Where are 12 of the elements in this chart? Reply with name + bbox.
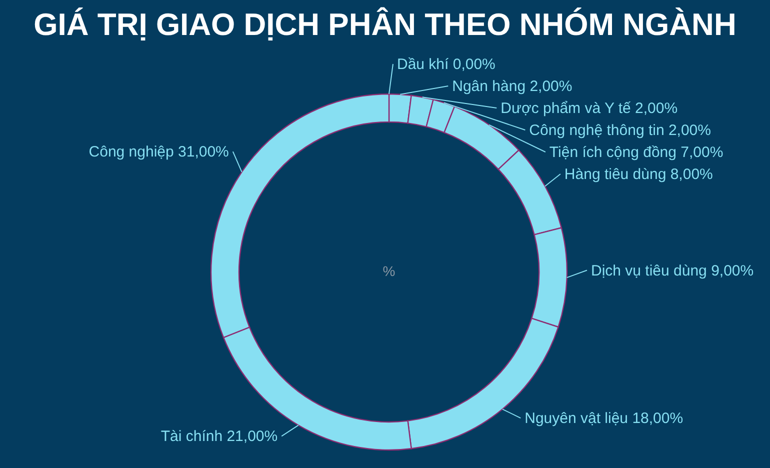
category-label: Dầu khí 0,00% [397,56,496,73]
slice-label: Công nghiệp 31,00% [88,144,229,161]
text: % [382,263,396,279]
slice-label: Dịch vụ tiêu dùng 9,00% [590,262,754,280]
chart-title: GIÁ TRỊ GIAO DỊCH PHÂN THEO NHÓM NGÀNH [34,7,736,42]
slice-label: Ngân hàng 2,00% [452,78,572,95]
slice-label: Công nghệ thông tin 2,00% [529,122,711,139]
slice-label: Tài chính 21,00% [160,428,278,446]
slice-label: Tiện ích cộng đồng 7,00% [549,144,724,161]
slice-label: Nguyên vật liệu 18,00% [524,410,684,428]
slice-label: Dược phẩm và Y tế 2,00% [500,100,678,117]
slice-label: Hàng tiêu dùng 8,00% [564,166,713,183]
